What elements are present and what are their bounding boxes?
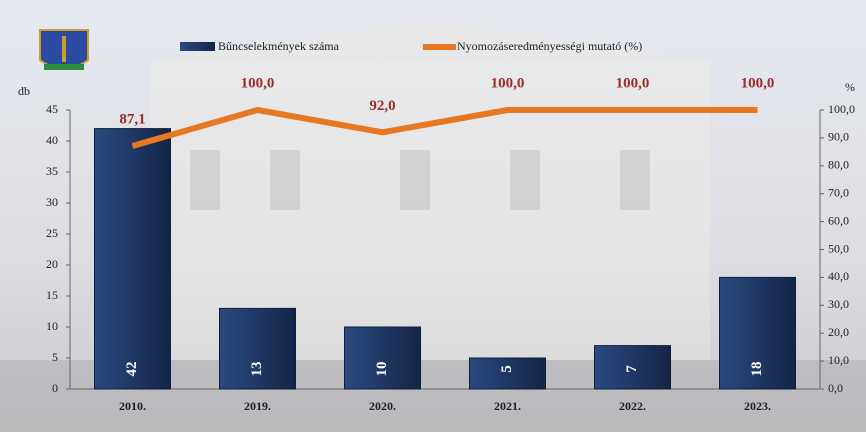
y-tick-label: 15 bbox=[46, 288, 58, 302]
y2-tick-label: 80,0 bbox=[828, 158, 849, 172]
bar-value-label: 18 bbox=[749, 362, 765, 377]
y2-tick-label: 50,0 bbox=[828, 241, 849, 255]
y-tick-label: 20 bbox=[46, 257, 58, 271]
x-tick-label: 2020. bbox=[369, 399, 396, 413]
line-value-label: 100,0 bbox=[241, 75, 275, 91]
y2-tick-label: 20,0 bbox=[828, 325, 849, 339]
line-value-label: 100,0 bbox=[616, 75, 650, 91]
x-tick-label: 2022. bbox=[619, 399, 646, 413]
x-tick-label: 2023. bbox=[744, 399, 771, 413]
x-tick-label: 2021. bbox=[494, 399, 521, 413]
y-tick-label: 25 bbox=[46, 226, 58, 240]
y2-tick-label: 30,0 bbox=[828, 297, 849, 311]
y-tick-label: 40 bbox=[46, 133, 58, 147]
y-axis-label: db bbox=[18, 84, 30, 98]
line-value-label: 92,0 bbox=[369, 98, 395, 114]
line-value-label: 100,0 bbox=[491, 75, 525, 91]
bar-value-label: 42 bbox=[124, 362, 140, 377]
y2-tick-label: 60,0 bbox=[828, 213, 849, 227]
bar bbox=[95, 129, 171, 389]
bar-value-label: 5 bbox=[499, 365, 515, 373]
logo bbox=[40, 30, 88, 70]
y2-axis-label: % bbox=[845, 80, 855, 94]
legend-label: Bűncselekmények száma bbox=[218, 39, 340, 53]
y-tick-label: 5 bbox=[52, 350, 58, 364]
y2-tick-label: 10,0 bbox=[828, 353, 849, 367]
chart: Bűncselekmények száma Nyomozáseredményes… bbox=[0, 0, 866, 432]
line-value-label: 87,1 bbox=[119, 111, 145, 127]
y2-tick-label: 100,0 bbox=[828, 102, 855, 116]
legend-swatch bbox=[180, 42, 215, 51]
bar-value-label: 10 bbox=[374, 362, 390, 377]
legend-label: Nyomozáseredményességi mutató (%) bbox=[457, 39, 642, 53]
y-tick-label: 35 bbox=[46, 164, 58, 178]
y2-tick-label: 90,0 bbox=[828, 130, 849, 144]
x-tick-label: 2010. bbox=[119, 399, 146, 413]
bar-value-label: 13 bbox=[249, 362, 265, 377]
bar-value-label: 7 bbox=[624, 365, 640, 373]
y-tick-label: 0 bbox=[52, 381, 58, 395]
y-tick-label: 10 bbox=[46, 319, 58, 333]
bar bbox=[345, 327, 421, 389]
x-tick-label: 2019. bbox=[244, 399, 271, 413]
y-tick-label: 30 bbox=[46, 195, 58, 209]
y2-tick-label: 70,0 bbox=[828, 185, 849, 199]
line-value-label: 100,0 bbox=[741, 75, 775, 91]
y2-tick-label: 40,0 bbox=[828, 269, 849, 283]
y2-tick-label: 0,0 bbox=[828, 381, 843, 395]
y-tick-label: 45 bbox=[46, 102, 58, 116]
